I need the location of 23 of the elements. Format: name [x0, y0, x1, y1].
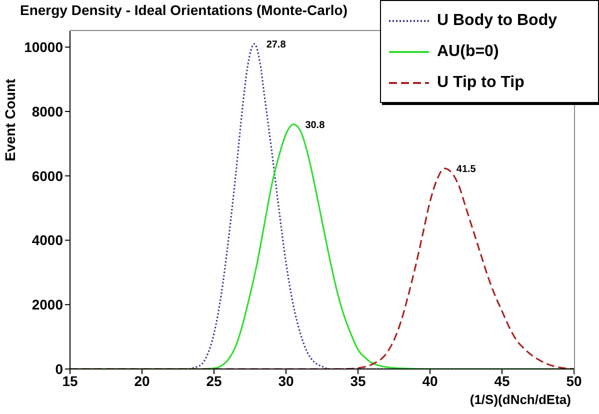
legend-label: AU(b=0): [437, 42, 499, 60]
y-tick-label: 2000: [32, 296, 64, 313]
annotation: 30.8: [305, 120, 326, 131]
x-tick-label: 15: [62, 372, 78, 389]
y-tick-label: 8000: [32, 103, 64, 120]
annotation: 27.8: [266, 39, 286, 50]
y-tick-label: 0: [55, 360, 64, 377]
y-axis-title: Event Count: [2, 78, 18, 162]
x-tick-label: 50: [566, 372, 582, 389]
y-tick-label: 6000: [32, 168, 64, 184]
x-tick-label: 45: [494, 372, 510, 389]
x-tick-label: 30: [278, 372, 294, 389]
x-axis-title: (1/S)(dNch/dEta): [470, 392, 571, 407]
chart-title: Energy Density - Ideal Orientations (Monte-Carlo): [20, 2, 348, 18]
legend-label: U Body to Body: [437, 12, 557, 30]
y-tick-label: 4000: [32, 232, 64, 248]
x-tick-label: 35: [350, 372, 366, 389]
x-tick-label: 20: [134, 372, 150, 389]
y-tick-label: 10000: [24, 39, 64, 56]
legend-label: U Tip to Tip: [437, 74, 524, 92]
annotation: 41.5: [456, 164, 476, 176]
x-tick-label: 40: [422, 372, 438, 389]
x-tick-label: 25: [206, 372, 222, 389]
